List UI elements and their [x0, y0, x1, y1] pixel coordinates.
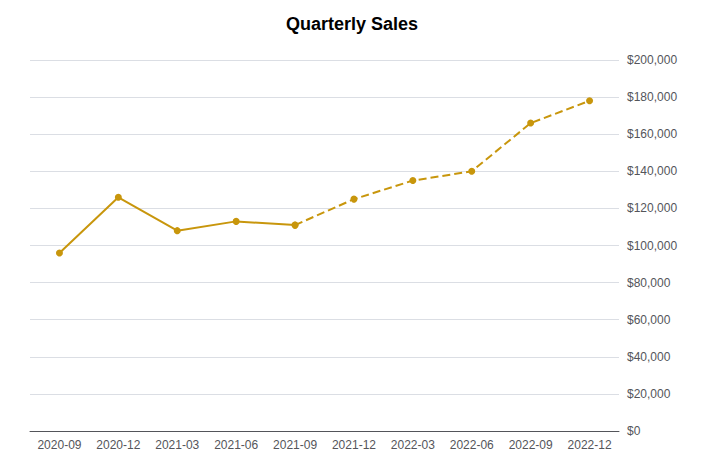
- svg-text:2020-12: 2020-12: [96, 438, 140, 452]
- svg-text:2022-12: 2022-12: [568, 438, 612, 452]
- svg-text:$100,000: $100,000: [627, 239, 677, 253]
- svg-text:$140,000: $140,000: [627, 164, 677, 178]
- svg-text:$120,000: $120,000: [627, 201, 677, 215]
- svg-text:$160,000: $160,000: [627, 127, 677, 141]
- svg-text:2021-12: 2021-12: [332, 438, 376, 452]
- svg-text:Quarterly Sales: Quarterly Sales: [286, 14, 418, 34]
- svg-text:$80,000: $80,000: [627, 276, 671, 290]
- svg-text:2022-03: 2022-03: [391, 438, 435, 452]
- svg-text:2021-09: 2021-09: [273, 438, 317, 452]
- svg-text:$20,000: $20,000: [627, 387, 671, 401]
- svg-text:$200,000: $200,000: [627, 53, 677, 67]
- svg-text:2021-03: 2021-03: [155, 438, 199, 452]
- svg-text:$0: $0: [627, 424, 641, 438]
- svg-text:2020-09: 2020-09: [37, 438, 81, 452]
- svg-text:$40,000: $40,000: [627, 350, 671, 364]
- svg-text:$180,000: $180,000: [627, 90, 677, 104]
- svg-text:2022-09: 2022-09: [509, 438, 553, 452]
- svg-text:2022-06: 2022-06: [450, 438, 494, 452]
- svg-text:$60,000: $60,000: [627, 313, 671, 327]
- svg-text:2021-06: 2021-06: [214, 438, 258, 452]
